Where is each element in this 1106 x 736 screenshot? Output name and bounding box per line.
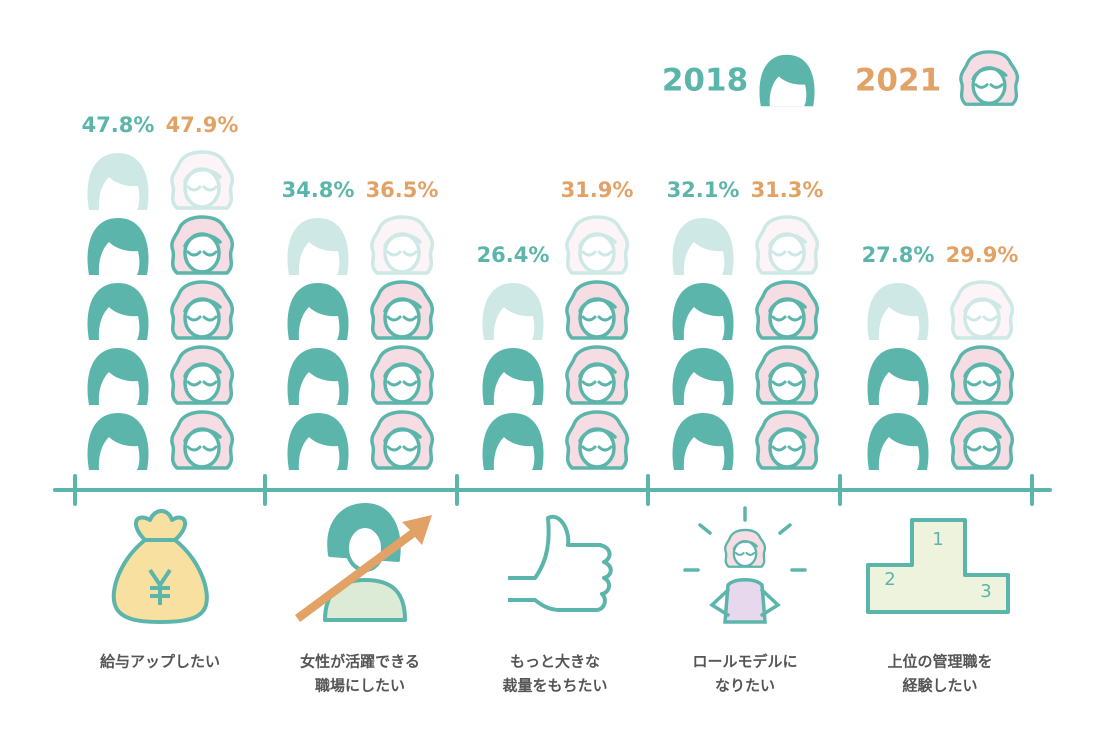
value-label: 32.1%	[667, 178, 740, 202]
category-label: 上位の管理職を	[887, 653, 992, 671]
pictogram-stack	[170, 150, 235, 470]
pictogram-stack	[482, 283, 544, 470]
legend-label: 2018	[662, 63, 748, 99]
value-label: 27.8%	[862, 243, 935, 267]
value-label: 29.9%	[946, 243, 1019, 267]
podium-label: 1	[932, 529, 943, 550]
pictogram-stack	[867, 283, 929, 470]
pictogram-stack	[565, 215, 630, 470]
pictogram-stack	[287, 218, 349, 470]
value-label: 47.8%	[82, 113, 155, 137]
value-label: 31.3%	[751, 178, 824, 202]
category-label: もっと大きな	[510, 653, 600, 671]
legend-icon	[759, 54, 815, 107]
category-label: 裁量をもちたい	[502, 677, 607, 695]
category-label: 給与アップしたい	[100, 653, 220, 671]
illustration-woman-arrow	[295, 503, 432, 622]
legend-label: 2021	[855, 63, 941, 99]
category-label: 経験したい	[902, 677, 977, 695]
pictogram-stack	[672, 218, 734, 470]
category-label: なりたい	[715, 677, 775, 695]
podium-label: 2	[884, 569, 895, 590]
category-label: ロールモデルに	[692, 653, 797, 671]
legend-icon	[959, 50, 1020, 106]
pictogram-stack	[87, 153, 149, 470]
value-label: 26.4%	[477, 243, 550, 267]
illustration-role-model	[683, 506, 807, 624]
legend: 2018 2021	[662, 50, 1020, 107]
pictogram-stack	[755, 215, 820, 470]
value-label: 47.9%	[166, 113, 239, 137]
podium-label: 3	[980, 581, 991, 602]
value-label: 36.5%	[366, 178, 439, 202]
illustration-money-bag	[111, 509, 209, 624]
pictogram-stack	[370, 215, 435, 470]
axis	[53, 474, 1052, 506]
category-label: 女性が活躍できる	[300, 653, 420, 671]
illustration-podium: 1 2 3	[866, 518, 1010, 614]
value-label: 34.8%	[282, 178, 355, 202]
pictogram-stack	[950, 280, 1015, 470]
value-label: 31.9%	[561, 178, 634, 202]
category-label: 職場にしたい	[315, 677, 405, 695]
illustration-thumbs-up	[508, 514, 613, 612]
